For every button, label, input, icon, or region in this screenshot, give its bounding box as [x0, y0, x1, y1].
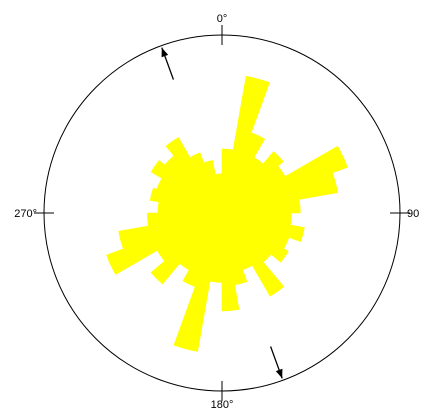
tick-label-0: 0° — [217, 13, 228, 25]
rose-sector-80 — [221, 199, 301, 214]
rose-sector-70 — [221, 172, 339, 214]
rose-sector-250 — [118, 212, 223, 250]
rose-sector-300 — [150, 159, 223, 214]
rose-sector-60 — [221, 145, 348, 214]
rose-sector-240 — [106, 212, 223, 275]
rose-sector-40 — [221, 151, 284, 214]
rose-sector-10 — [221, 75, 270, 214]
arrow-head-1 — [275, 368, 283, 379]
rose-sector-170 — [221, 212, 240, 312]
arrow-head-0 — [161, 47, 169, 58]
rose-sector-350 — [214, 173, 223, 214]
rose-sector-20 — [221, 132, 266, 214]
tick-label-270: 270° — [14, 208, 37, 220]
rose-sector-140 — [221, 212, 285, 297]
rose-sector-190 — [173, 212, 223, 352]
tick-label-90: 90 — [407, 208, 419, 220]
mean-direction-arrows — [161, 47, 283, 379]
tick-label-180: 180° — [211, 399, 234, 410]
rose-sector-260 — [146, 212, 223, 227]
rose-sectors — [106, 75, 348, 352]
rose-sector-100 — [221, 212, 305, 242]
rose-sector-200 — [182, 212, 223, 287]
rose-sector-220 — [150, 212, 223, 285]
rose-sector-330 — [189, 152, 223, 214]
rose-sector-320 — [165, 137, 223, 214]
rose-sector-120 — [221, 212, 289, 263]
rose-sector-340 — [203, 160, 223, 214]
axis-ticks — [34, 25, 410, 401]
